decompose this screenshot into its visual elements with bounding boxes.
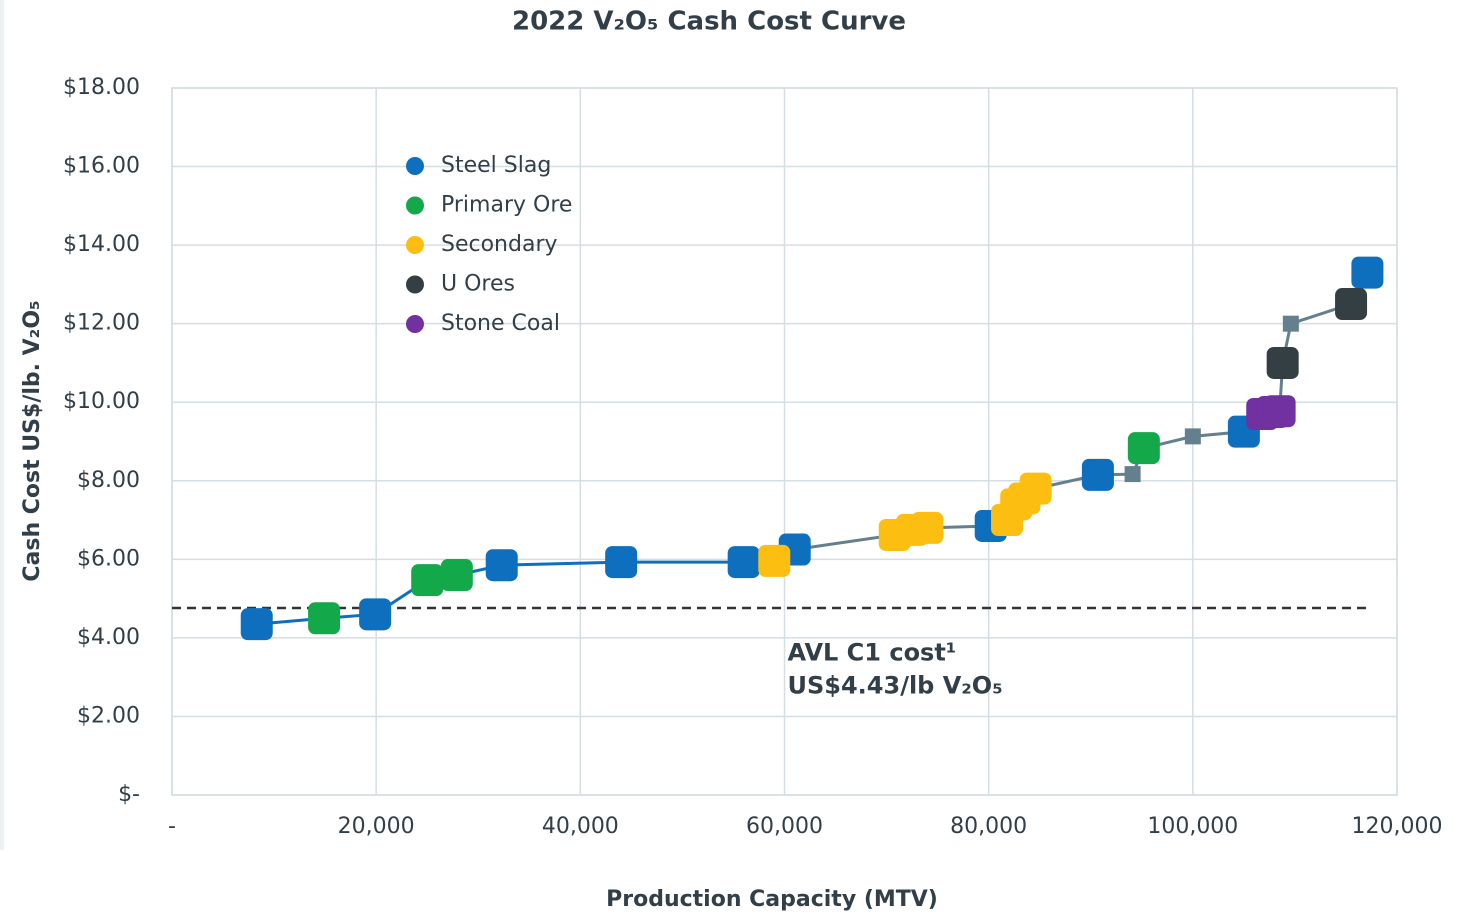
data-point: [1266, 346, 1299, 379]
legend-label: U Ores: [441, 272, 515, 297]
data-point: [308, 602, 341, 635]
y-tick-label: $2.00: [77, 703, 140, 728]
y-tick-label: $4.00: [77, 625, 140, 650]
data-point: [411, 564, 444, 597]
legend-marker: [406, 275, 424, 294]
x-tick-label: 100,000: [1147, 814, 1238, 839]
data-point: [1335, 288, 1368, 321]
x-tick-label: -: [168, 814, 176, 839]
y-tick-label: $18.00: [63, 75, 140, 100]
y-tick-label: $12.00: [63, 311, 140, 336]
data-point: [911, 511, 944, 544]
data-point: [1127, 432, 1160, 465]
legend-marker: [406, 315, 424, 333]
legend-marker: [406, 196, 424, 215]
y-tick-label: $10.00: [63, 389, 140, 414]
legend-marker: [406, 236, 424, 254]
chart-title: 2022 V₂O₅ Cash Cost Curve: [512, 7, 906, 37]
annotation: AVL C1 cost¹: [788, 639, 957, 667]
data-point: [1263, 395, 1296, 428]
curve-point: [1282, 315, 1299, 332]
y-tick-label: $14.00: [63, 232, 140, 257]
y-tick-label: $6.00: [77, 546, 140, 571]
y-axis-label: Cash Cost US$/lb. V₂O₅: [20, 300, 45, 581]
y-tick-label: $16.00: [63, 154, 140, 179]
curve-point: [1184, 428, 1201, 445]
legend-label: Stone Coal: [441, 311, 560, 336]
x-tick-label: 40,000: [542, 814, 619, 839]
y-tick-label: $8.00: [77, 468, 140, 493]
x-tick-label: 20,000: [338, 814, 415, 839]
x-tick-label: 60,000: [746, 814, 823, 839]
data-point: [359, 598, 392, 631]
curve-point: [1124, 466, 1141, 483]
annotation: US$4.43/lb V₂O₅: [788, 672, 1003, 700]
data-point: [758, 544, 791, 577]
legend-label: Steel Slag: [441, 153, 551, 178]
data-point: [485, 549, 518, 582]
x-tick-label: 80,000: [950, 814, 1027, 839]
data-point: [605, 546, 638, 579]
data-point: [240, 608, 273, 641]
x-tick-label: 120,000: [1352, 814, 1443, 839]
data-point: [1019, 472, 1052, 505]
legend-label: Primary Ore: [441, 193, 572, 218]
data-point: [727, 546, 760, 579]
data-point: [1351, 256, 1384, 289]
y-tick-label: $-: [118, 782, 140, 807]
data-point: [1081, 458, 1114, 491]
data-point: [440, 559, 473, 592]
x-axis-label: Production Capacity (MTV): [606, 887, 938, 912]
legend-label: Secondary: [441, 232, 558, 257]
edge-strip: [0, 0, 4, 850]
legend-marker: [406, 157, 424, 175]
